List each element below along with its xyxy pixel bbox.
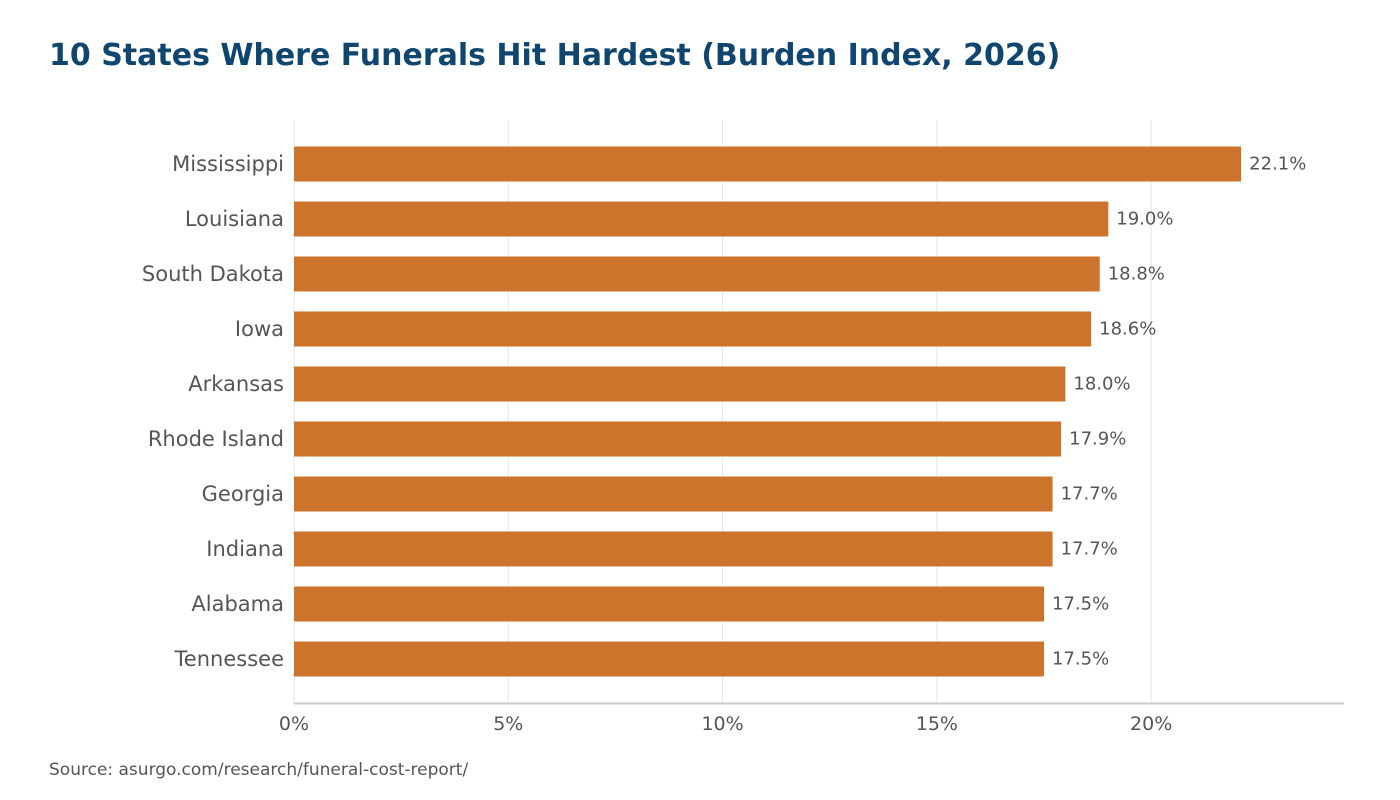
x-tick-label: 15% (916, 713, 958, 735)
bar (294, 586, 1044, 622)
bar (294, 366, 1066, 402)
x-tick-label: 10% (701, 713, 743, 735)
bar (294, 311, 1092, 347)
category-label: Louisiana (185, 207, 284, 231)
x-tick-label: 0% (279, 713, 309, 735)
category-label: Mississippi (172, 152, 284, 176)
bar (294, 256, 1100, 292)
value-label: 22.1% (1249, 154, 1306, 175)
value-label: 18.0% (1073, 374, 1130, 395)
category-label: Georgia (202, 482, 284, 506)
chart-title: 10 States Where Funerals Hit Hardest (Bu… (49, 38, 1061, 73)
value-label: 17.7% (1061, 539, 1118, 560)
bar (294, 201, 1109, 237)
category-label: Alabama (191, 592, 284, 616)
category-label: Rhode Island (148, 427, 284, 451)
category-label: South Dakota (142, 262, 284, 286)
value-label: 17.5% (1052, 649, 1109, 670)
x-tick-label: 5% (493, 713, 523, 735)
bar (294, 641, 1044, 677)
value-label: 18.8% (1108, 264, 1165, 285)
category-label: Tennessee (174, 647, 284, 671)
source-note: Source: asurgo.com/research/funeral-cost… (49, 760, 469, 780)
x-axis: 0% 5% 10% 15% 20% (279, 702, 1344, 735)
bar (294, 476, 1053, 512)
value-label: 18.6% (1099, 319, 1156, 340)
x-tick-label: 20% (1130, 713, 1172, 735)
bar (294, 146, 1242, 182)
bar (294, 421, 1062, 457)
value-label: 17.5% (1052, 594, 1109, 615)
value-label: 17.7% (1061, 484, 1118, 505)
value-label: 19.0% (1116, 209, 1173, 230)
labels: Mississippi 22.1% Louisiana 19.0% South Dako… (142, 152, 1306, 671)
value-label: 17.9% (1069, 429, 1126, 450)
bars (294, 146, 1242, 677)
category-label: Arkansas (188, 372, 284, 396)
category-label: Iowa (235, 317, 284, 341)
bar (294, 531, 1053, 567)
category-label: Indiana (206, 537, 284, 561)
